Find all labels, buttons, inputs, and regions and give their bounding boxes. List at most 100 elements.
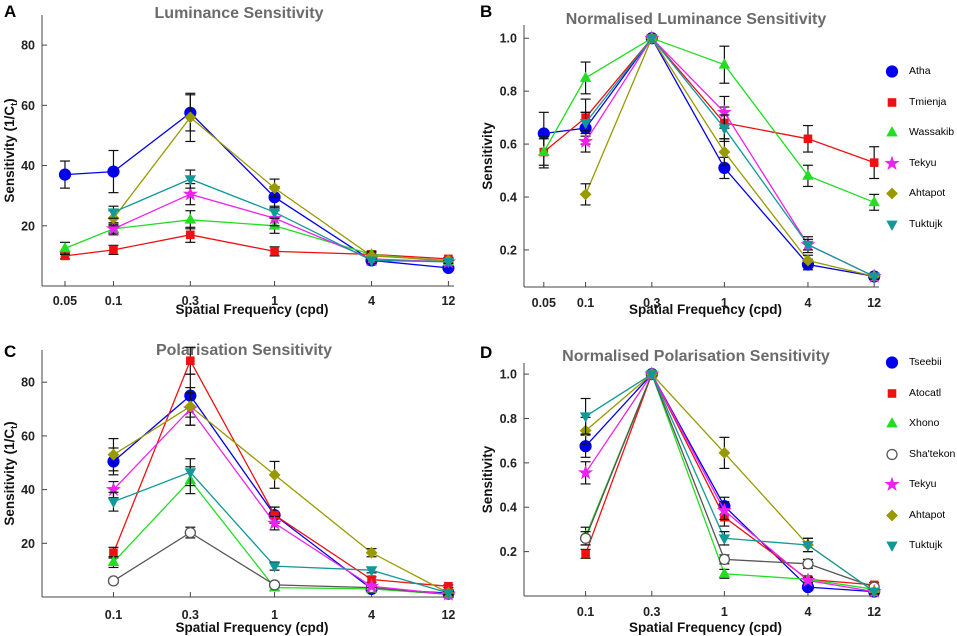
data-point	[579, 412, 592, 423]
data-point	[270, 247, 279, 256]
y-tick-label: 0.8	[500, 412, 517, 426]
data-point	[184, 468, 197, 479]
x-tick-label: 1	[271, 294, 278, 308]
series-line	[64, 112, 449, 269]
data-point	[802, 169, 814, 180]
data-point	[107, 555, 120, 566]
series-tuktujk	[579, 370, 880, 598]
data-point	[184, 111, 197, 124]
data-point	[802, 240, 814, 252]
y-axis-label-end: )	[2, 98, 17, 103]
x-axis-label: Spatial Frequency (cpd)	[175, 620, 328, 635]
x-axis-label: Spatial Frequency (cpd)	[175, 302, 328, 317]
legend-marker-shape	[886, 541, 898, 552]
legend-label: Wassakib	[909, 126, 955, 138]
legend-marker-shape	[886, 448, 898, 460]
x-tick-label: 0.3	[643, 605, 660, 619]
series-line	[113, 479, 449, 595]
y-axis-label: Sensitivity (1/Ct)	[2, 421, 19, 525]
legend-marker	[887, 388, 897, 398]
y-tick-label: 20	[21, 537, 35, 551]
legend-label: Tseebii	[909, 356, 942, 368]
series-line	[113, 471, 449, 594]
chart-title: Normalised Polarisation Sensitivity	[562, 348, 830, 365]
data-point	[646, 370, 658, 381]
chart-area: 0.2 0.4 0.6 0.8 1.0 0.1 0.3 1 4 12 Spatial Frequen…	[480, 363, 882, 635]
data-point	[718, 534, 731, 545]
data-point	[109, 245, 118, 255]
data-point	[578, 464, 594, 480]
y-tick-label: 60	[21, 99, 35, 113]
x-tick-label: 12	[441, 294, 455, 308]
x-tick-label: 4	[804, 605, 811, 619]
data-point	[59, 241, 71, 253]
panel-normalised-luminance-sensitivity: B Normalised Luminance Sensitivity 0.2 0.…	[478, 0, 957, 318]
data-point	[579, 119, 592, 130]
data-point	[868, 195, 880, 207]
data-point	[58, 168, 72, 181]
data-point	[268, 468, 281, 481]
data-point	[107, 575, 120, 587]
series-line	[584, 372, 875, 586]
panel-normalised-polarisation-sensitivity: D Normalised Polarisation Sensitivity 0.…	[478, 318, 957, 636]
chart-title: Luminance Sensitivity	[154, 5, 324, 22]
series-line	[113, 531, 449, 595]
series-atocatl	[108, 346, 454, 591]
data-point	[800, 572, 816, 587]
series-tekyu	[105, 183, 456, 269]
data-point	[579, 71, 592, 82]
panel-polarisation-sensitivity: C Polarisation Sensitivity 20 40 60 80 0.1 0.…	[0, 318, 478, 636]
x-tick-label: 1	[271, 608, 278, 622]
y-tick-label: 0.2	[500, 545, 517, 559]
series-line	[585, 37, 875, 277]
data-point	[802, 558, 814, 570]
data-point	[107, 165, 120, 178]
data-point	[578, 133, 594, 148]
data-point	[718, 124, 731, 135]
data-point	[718, 146, 731, 158]
y-axis-label-subscript: t	[9, 103, 19, 106]
data-point	[802, 541, 814, 552]
legend-marker-shape	[885, 356, 899, 369]
data-point	[268, 579, 281, 591]
data-point	[184, 175, 197, 186]
data-point	[718, 553, 731, 566]
y-axis-label: Sensitivity (1/Ct)	[2, 98, 19, 202]
legend-marker	[886, 220, 898, 231]
legend-marker-shape	[887, 97, 897, 107]
data-point	[267, 515, 283, 530]
data-point	[268, 182, 281, 195]
data-point	[184, 526, 196, 539]
y-tick-label: 1.0	[500, 368, 517, 382]
y-tick-label: 0.6	[500, 138, 517, 152]
x-axis-label: Spatial Frequency (cpd)	[629, 620, 782, 635]
series-wassakib	[538, 31, 880, 211]
x-tick-label: 12	[867, 605, 881, 619]
x-tick-label: 4	[368, 294, 375, 308]
series-tmienja	[538, 33, 880, 180]
legend-label: Ahtapot	[909, 187, 946, 199]
legend-marker-shape	[886, 126, 898, 137]
data-point	[109, 548, 118, 558]
legend-label: Atha	[909, 65, 931, 77]
legend-marker	[886, 417, 898, 428]
data-point	[182, 186, 198, 201]
data-point	[186, 356, 195, 366]
legend-marker-shape	[886, 187, 898, 200]
y-tick-label: 0.8	[500, 85, 517, 99]
data-point	[184, 213, 197, 224]
panel-letter: A	[4, 2, 17, 21]
data-point	[184, 400, 197, 413]
data-point	[365, 256, 378, 267]
data-point	[365, 566, 378, 577]
series-line	[543, 37, 875, 164]
series-tuktujk	[107, 169, 455, 269]
y-axis-label-end: )	[2, 421, 17, 426]
data-point	[186, 230, 195, 240]
legend-marker	[886, 187, 898, 200]
series-xhono	[107, 466, 455, 599]
panel-letter: D	[480, 343, 493, 362]
data-point	[802, 254, 814, 267]
data-point	[442, 589, 455, 600]
series-line	[64, 219, 449, 263]
